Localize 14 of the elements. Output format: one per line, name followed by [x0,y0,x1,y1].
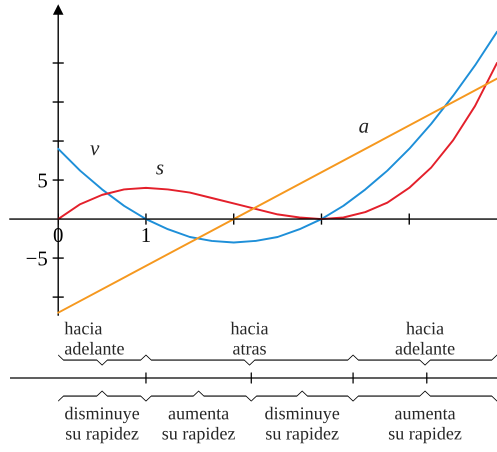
x-tick-label: 1 [142,228,150,242]
line-series [57,62,497,220]
text: aumenta su rapidez [162,409,235,444]
y-tick-label: −5 [26,252,47,266]
y-tick-label: 5 [38,174,47,188]
series-label: a [359,122,368,133]
text: hacia adelante [64,322,124,355]
text: disminuye su rapidez [65,406,140,444]
text: aumenta su rapidez [388,409,462,444]
series-label: s [156,164,164,174]
text: disminuye su rapidez [265,406,340,444]
text: hacia adelante [396,322,454,355]
series-label: v [90,145,100,156]
text: hacia atras [230,322,268,355]
